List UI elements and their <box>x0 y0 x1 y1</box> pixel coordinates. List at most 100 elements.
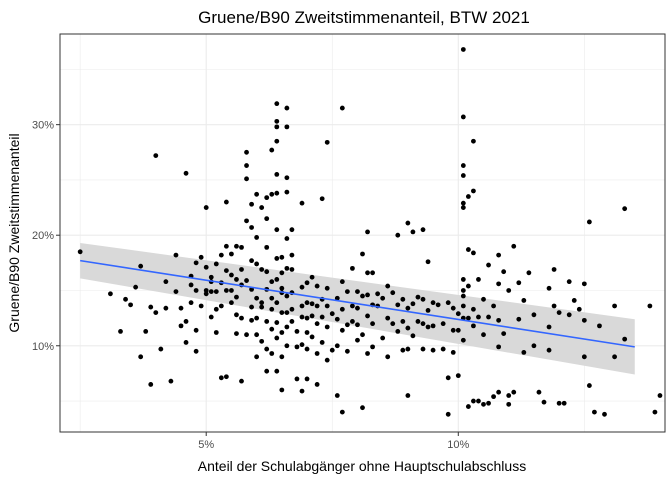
data-point <box>284 310 290 315</box>
data-point <box>576 306 582 312</box>
data-point <box>178 305 184 311</box>
data-point <box>450 305 456 311</box>
data-point <box>239 267 244 272</box>
data-point <box>299 342 305 348</box>
data-point <box>274 256 280 261</box>
data-point <box>339 105 345 111</box>
data-point <box>375 291 381 297</box>
data-point <box>400 347 406 353</box>
data-point <box>173 252 179 258</box>
data-point <box>435 302 441 308</box>
data-point <box>269 351 275 356</box>
data-point <box>143 328 149 334</box>
data-point <box>203 264 209 270</box>
data-point <box>259 304 265 310</box>
data-point <box>193 260 199 266</box>
data-point <box>264 346 270 352</box>
data-point <box>234 294 239 300</box>
data-point <box>405 220 411 226</box>
data-point <box>319 340 325 345</box>
data-point <box>385 315 391 321</box>
trend-line <box>80 259 635 348</box>
data-point <box>405 346 411 352</box>
y-tick-label: 10% <box>32 341 54 353</box>
data-point <box>360 293 365 299</box>
data-point <box>249 201 254 207</box>
data-point <box>405 325 411 331</box>
data-point <box>602 411 607 417</box>
data-point <box>244 278 249 283</box>
data-point <box>476 314 481 320</box>
data-point <box>274 101 280 107</box>
data-point <box>294 376 300 382</box>
data-point <box>264 216 270 222</box>
data-point <box>264 319 270 324</box>
data-point <box>350 265 355 271</box>
data-point <box>455 327 461 333</box>
data-point <box>133 284 139 290</box>
data-point <box>344 322 350 328</box>
data-point <box>299 388 305 394</box>
x-tick-label: 10% <box>447 439 469 451</box>
data-point <box>304 315 310 321</box>
data-point <box>380 295 386 301</box>
data-point <box>566 312 572 318</box>
data-point <box>460 47 466 52</box>
data-point <box>77 249 83 255</box>
data-point <box>460 288 466 293</box>
data-point <box>294 344 300 350</box>
data-point <box>324 303 330 309</box>
data-point <box>385 354 391 360</box>
y-axis-ticks: 10% 20% 30% <box>32 120 60 353</box>
data-point <box>496 344 502 350</box>
data-point <box>324 285 330 291</box>
data-point <box>229 288 234 293</box>
data-point <box>314 303 320 309</box>
data-point <box>274 368 280 374</box>
data-point <box>299 200 305 206</box>
data-point <box>339 409 345 415</box>
data-point <box>153 153 159 159</box>
data-point <box>289 319 295 324</box>
data-point <box>249 258 254 264</box>
data-point <box>405 305 411 311</box>
data-point <box>274 277 280 282</box>
data-point <box>471 306 476 312</box>
data-point <box>556 310 562 315</box>
data-point <box>203 288 209 293</box>
data-point <box>531 312 537 318</box>
data-point <box>571 298 577 303</box>
data-point <box>203 205 209 210</box>
data-point <box>541 399 547 405</box>
data-point <box>350 303 355 309</box>
data-point <box>420 227 426 233</box>
data-point <box>314 283 320 289</box>
data-point <box>284 343 290 349</box>
data-point <box>415 294 421 300</box>
data-point <box>279 270 285 276</box>
data-point <box>395 302 401 308</box>
data-point <box>274 227 280 233</box>
data-point <box>486 262 491 268</box>
data-point <box>465 404 471 409</box>
data-point <box>551 303 557 309</box>
data-point <box>213 306 219 312</box>
data-point <box>324 324 330 330</box>
data-point <box>481 332 486 338</box>
data-point <box>511 243 517 249</box>
data-point <box>465 247 471 252</box>
data-point <box>471 398 476 404</box>
data-point <box>284 324 290 330</box>
data-point <box>370 344 375 350</box>
data-point <box>274 124 280 130</box>
data-point <box>213 261 219 267</box>
data-point <box>334 343 340 349</box>
data-point <box>274 118 280 124</box>
data-point <box>148 382 154 387</box>
data-point <box>269 295 275 301</box>
data-point <box>284 236 290 241</box>
data-point <box>259 300 265 306</box>
data-point <box>521 298 527 303</box>
data-point <box>612 354 617 360</box>
data-point <box>425 324 431 330</box>
